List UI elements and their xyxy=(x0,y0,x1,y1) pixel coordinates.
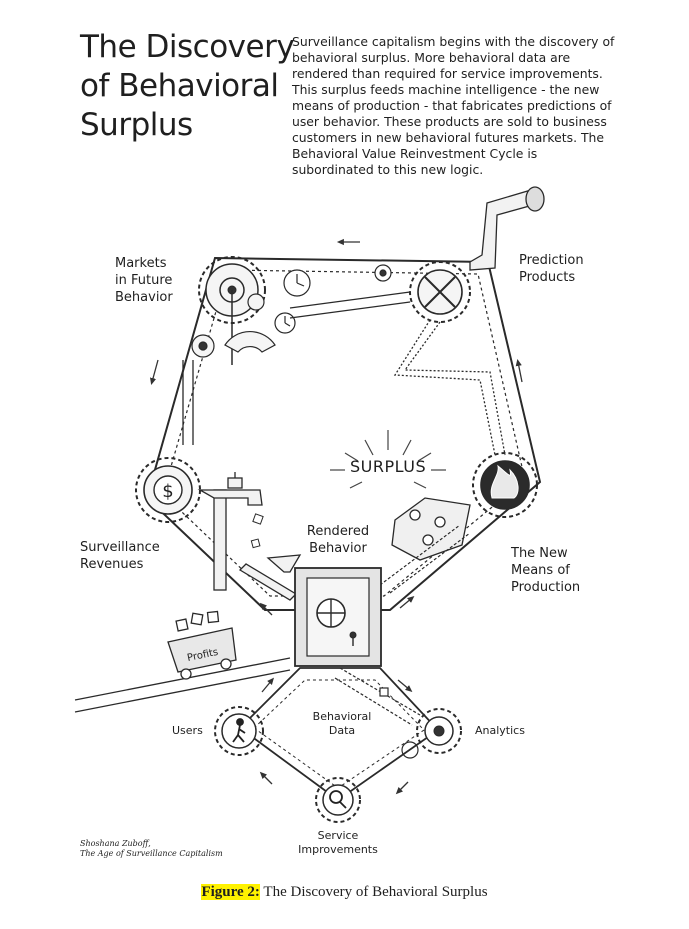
surplus-label: SURPLUS xyxy=(350,457,427,476)
falling-coins xyxy=(250,513,264,549)
figure-caption: Figure 2: The Discovery of Behavioral Su… xyxy=(0,884,689,901)
belt-direction-arrows xyxy=(150,238,523,386)
lower-conveyor-belt xyxy=(238,667,440,802)
walking-person-icon xyxy=(232,718,246,743)
lower-direction-arrows xyxy=(259,596,415,795)
author-credit: Shoshana Zuboff, The Age of Surveillance… xyxy=(80,839,223,858)
profits-ramp xyxy=(74,657,291,713)
dial-gauge-icon xyxy=(191,293,276,358)
rendered-behavior-label: Rendered Behavior xyxy=(306,524,370,556)
users-label: Users xyxy=(172,724,203,737)
caption-text: The Discovery of Behavioral Surplus xyxy=(259,884,488,900)
production-machine xyxy=(391,497,471,561)
markets-gear xyxy=(198,256,266,365)
faucet-icon xyxy=(197,472,263,591)
feed-conveyor xyxy=(379,524,471,594)
funnel-icon xyxy=(238,554,302,601)
furnace-gear xyxy=(472,452,538,518)
service-improvements-label: Service Improvements xyxy=(298,829,378,856)
markets-label: Markets in Future Behavior xyxy=(115,256,173,305)
prediction-gear xyxy=(409,261,471,323)
analytics-gear xyxy=(416,708,462,754)
connector-pipes xyxy=(182,291,506,456)
data-conveyor xyxy=(334,667,421,759)
dollar-sign-icon: $ xyxy=(162,481,173,502)
means-of-production-label: The New Means of Production xyxy=(511,546,581,595)
clock-icons xyxy=(274,264,392,334)
analytics-label: Analytics xyxy=(475,724,525,737)
profits-cart xyxy=(167,610,237,680)
surveillance-revenues-label: Surveillance Revenues xyxy=(80,540,160,572)
figure-number: Figure 2: xyxy=(201,884,260,900)
surplus-burst xyxy=(330,430,446,489)
behavioral-data-label: Behavioral Data xyxy=(312,710,372,737)
service-gear xyxy=(315,777,361,823)
intro-paragraph: Surveillance capitalism begins with the … xyxy=(292,34,615,177)
dollar-gear xyxy=(135,457,201,523)
magnifier-icon xyxy=(329,790,347,809)
prediction-pipe xyxy=(469,186,545,271)
diagram-title: The Discovery of Behavioral Surplus xyxy=(80,29,295,143)
prediction-products-label: Prediction Products xyxy=(519,253,584,285)
safe-box xyxy=(294,567,382,667)
